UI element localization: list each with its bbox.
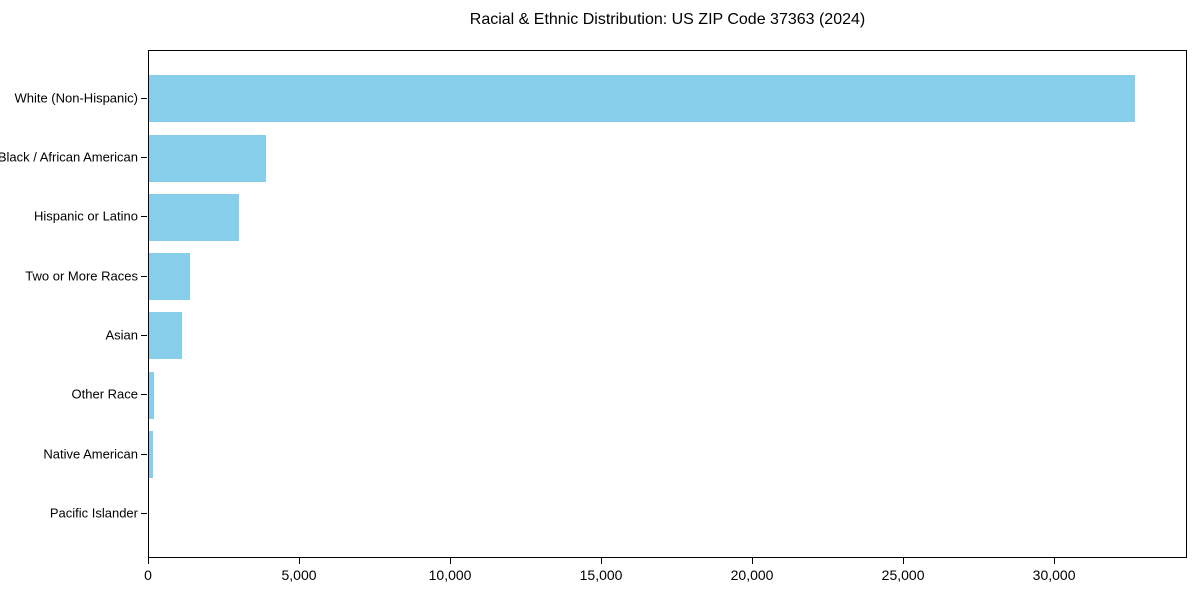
plot-area	[148, 50, 1187, 558]
y-tick-mark	[141, 275, 147, 277]
bar	[149, 134, 266, 182]
y-tick-mark	[141, 216, 147, 218]
bar	[149, 431, 153, 478]
chart-title: Racial & Ethnic Distribution: US ZIP Cod…	[469, 11, 866, 28]
bar	[149, 75, 1135, 123]
x-tick-label: 20,000	[730, 567, 774, 583]
x-tick-label: 15,000	[579, 567, 623, 583]
bar	[149, 312, 182, 360]
y-tick-mark	[141, 512, 147, 514]
y-tick-label: Hispanic or Latino	[33, 208, 138, 224]
bar	[149, 193, 239, 241]
bar	[149, 371, 155, 419]
x-tick-label: 25,000	[881, 567, 925, 583]
x-tick-label: 0	[144, 567, 152, 583]
y-tick-mark	[141, 394, 147, 396]
y-tick-mark	[141, 334, 147, 336]
y-tick-label: Other Race	[71, 386, 138, 402]
x-tick-label: 30,000	[1032, 567, 1076, 583]
y-tick-mark	[141, 157, 147, 158]
y-tick-label: Pacific Islander	[49, 505, 138, 521]
x-tick-label: 5,000	[281, 567, 317, 583]
y-tick-label: Two or More Races	[25, 268, 138, 284]
y-tick-label: Asian	[105, 327, 138, 343]
bar	[149, 253, 191, 301]
y-tick-mark	[141, 453, 147, 455]
x-tick-mark	[752, 558, 754, 564]
y-tick-label: Black / African American	[0, 149, 138, 165]
y-tick-mark	[141, 97, 147, 99]
x-tick-mark	[903, 558, 905, 564]
x-tick-mark	[299, 558, 301, 564]
x-tick-label: 10,000	[428, 567, 472, 583]
y-tick-label: White (Non-Hispanic)	[14, 90, 138, 106]
x-tick-mark	[450, 558, 452, 564]
x-tick-mark	[148, 558, 149, 564]
x-tick-mark	[1054, 558, 1056, 564]
y-tick-label: Native American	[43, 446, 138, 461]
x-tick-mark	[601, 558, 603, 564]
